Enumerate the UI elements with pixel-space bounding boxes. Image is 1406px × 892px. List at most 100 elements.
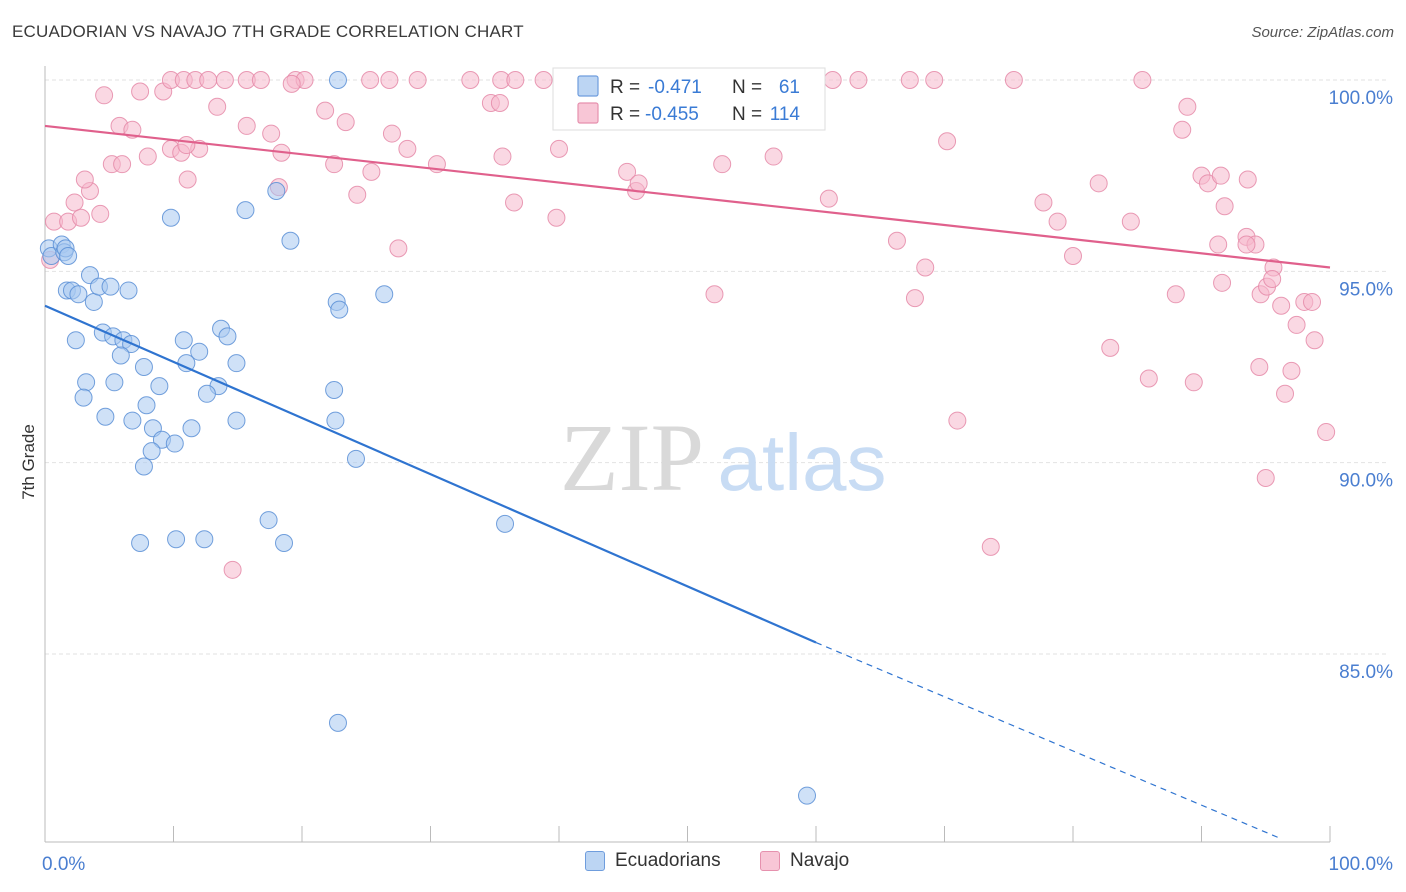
navajo-point-45[interactable] [138, 147, 157, 166]
ecuadorians-point-42[interactable] [134, 457, 153, 476]
navajo-point-64[interactable] [550, 139, 568, 158]
navajo-point-35[interactable] [823, 71, 842, 89]
ecuadorians-point-53[interactable] [330, 300, 349, 319]
navajo-point-52[interactable] [282, 74, 301, 93]
ecuadorians-point-26[interactable] [190, 342, 209, 361]
ecuadorians-point-31[interactable] [197, 384, 216, 403]
navajo-point-11[interactable] [131, 82, 150, 101]
navajo-point-109[interactable] [1263, 269, 1282, 288]
ecuadorians-point-54[interactable] [375, 285, 394, 304]
navajo-point-74[interactable] [938, 132, 957, 151]
navajo-point-78[interactable] [348, 185, 367, 204]
navajo-point-86[interactable] [1064, 247, 1082, 266]
ecuadorians-point-47[interactable] [275, 534, 294, 553]
navajo-point-115[interactable] [1303, 292, 1322, 311]
navajo-point-93[interactable] [1184, 373, 1203, 392]
ecuadorians-point-39[interactable] [182, 419, 201, 438]
navajo-point-85[interactable] [1048, 212, 1067, 231]
navajo-point-28[interactable] [534, 71, 553, 89]
ecuadorians-point-41[interactable] [142, 442, 161, 461]
navajo-point-40[interactable] [1133, 71, 1152, 89]
ecuadorians-point-12[interactable] [101, 277, 120, 296]
ecuadorians-point-21[interactable] [77, 373, 96, 392]
ecuadorians-point-34[interactable] [96, 407, 115, 426]
ecuadorians-point-23[interactable] [150, 377, 169, 396]
navajo-point-89[interactable] [1101, 338, 1120, 357]
ecuadorians-point-38[interactable] [165, 434, 184, 453]
navajo-point-67[interactable] [629, 174, 648, 193]
legend-item-navajo[interactable]: Navajo [760, 850, 849, 872]
navajo-point-61[interactable] [490, 93, 509, 112]
ecuadorians-point-35[interactable] [123, 411, 142, 430]
ecuadorians-point-19[interactable] [111, 346, 130, 365]
ecuadorians-point-9[interactable] [69, 285, 88, 304]
navajo-point-100[interactable] [1209, 235, 1228, 254]
navajo-point-88[interactable] [1121, 212, 1140, 231]
ecuadorians-point-29[interactable] [227, 354, 246, 373]
navajo-point-92[interactable] [1173, 120, 1192, 139]
navajo-point-91[interactable] [1166, 285, 1185, 304]
navajo-point-9[interactable] [113, 155, 132, 174]
navajo-point-110[interactable] [1276, 384, 1295, 403]
ecuadorians-point-22[interactable] [105, 373, 124, 392]
ecuadorians-point-32[interactable] [74, 388, 93, 407]
ecuadorians-point-60[interactable] [798, 786, 817, 805]
navajo-point-70[interactable] [819, 189, 838, 208]
navajo-point-24[interactable] [408, 71, 427, 89]
navajo-point-62[interactable] [493, 147, 512, 166]
navajo-point-111[interactable] [1287, 315, 1306, 334]
navajo-point-68[interactable] [713, 155, 732, 174]
navajo-point-17[interactable] [215, 71, 234, 89]
navajo-point-3[interactable] [65, 193, 84, 212]
ecuadorians-point-44[interactable] [167, 530, 186, 549]
navajo-point-22[interactable] [361, 71, 380, 89]
navajo-point-107[interactable] [1250, 358, 1269, 376]
navajo-point-103[interactable] [1237, 235, 1256, 254]
navajo-point-54[interactable] [325, 155, 344, 174]
navajo-point-97[interactable] [1211, 166, 1230, 185]
navajo-point-58[interactable] [398, 139, 417, 158]
navajo-point-50[interactable] [262, 124, 281, 143]
navajo-point-47[interactable] [177, 136, 196, 155]
navajo-point-48[interactable] [208, 97, 227, 116]
navajo-point-53[interactable] [316, 101, 335, 120]
navajo-point-39[interactable] [1004, 71, 1023, 89]
navajo-point-77[interactable] [547, 208, 566, 227]
navajo-point-4[interactable] [71, 208, 90, 227]
navajo-point-49[interactable] [237, 116, 256, 135]
navajo-point-63[interactable] [505, 193, 524, 212]
navajo-point-23[interactable] [380, 71, 399, 89]
ecuadorians-point-43[interactable] [195, 530, 214, 549]
navajo-point-27[interactable] [506, 71, 525, 89]
navajo-point-56[interactable] [362, 162, 381, 181]
navajo-point-73[interactable] [916, 258, 935, 277]
ecuadorians-point-45[interactable] [131, 534, 150, 553]
navajo-point-16[interactable] [199, 71, 218, 89]
navajo-point-94[interactable] [1178, 97, 1197, 116]
navajo-point-87[interactable] [1089, 174, 1108, 193]
navajo-point-57[interactable] [382, 124, 401, 143]
ecuadorians-point-33[interactable] [137, 396, 156, 415]
ecuadorians-point-20[interactable] [134, 358, 153, 376]
navajo-point-83[interactable] [981, 537, 1000, 556]
ecuadorians-point-55[interactable] [325, 380, 344, 399]
ecuadorians-point-40[interactable] [227, 411, 246, 430]
ecuadorians-point-51[interactable] [161, 208, 180, 227]
ecuadorians-point-24[interactable] [174, 331, 193, 350]
navajo-point-19[interactable] [251, 71, 270, 89]
navajo-point-104[interactable] [1238, 170, 1257, 189]
ecuadorians-point-59[interactable] [496, 514, 515, 533]
ecuadorians-point-10[interactable] [84, 292, 103, 311]
navajo-point-117[interactable] [1317, 423, 1336, 442]
navajo-point-71[interactable] [887, 231, 906, 250]
ecuadorians-point-49[interactable] [267, 181, 286, 200]
ecuadorians-point-58[interactable] [328, 713, 347, 732]
ecuadorians-point-28[interactable] [218, 327, 237, 346]
ecuadorians-point-13[interactable] [119, 281, 138, 300]
navajo-point-65[interactable] [618, 162, 637, 181]
navajo-point-7[interactable] [75, 170, 94, 189]
ecuadorians-point-5[interactable] [59, 247, 78, 266]
navajo-point-72[interactable] [905, 289, 924, 308]
navajo-point-25[interactable] [461, 71, 480, 89]
navajo-point-80[interactable] [389, 239, 408, 258]
